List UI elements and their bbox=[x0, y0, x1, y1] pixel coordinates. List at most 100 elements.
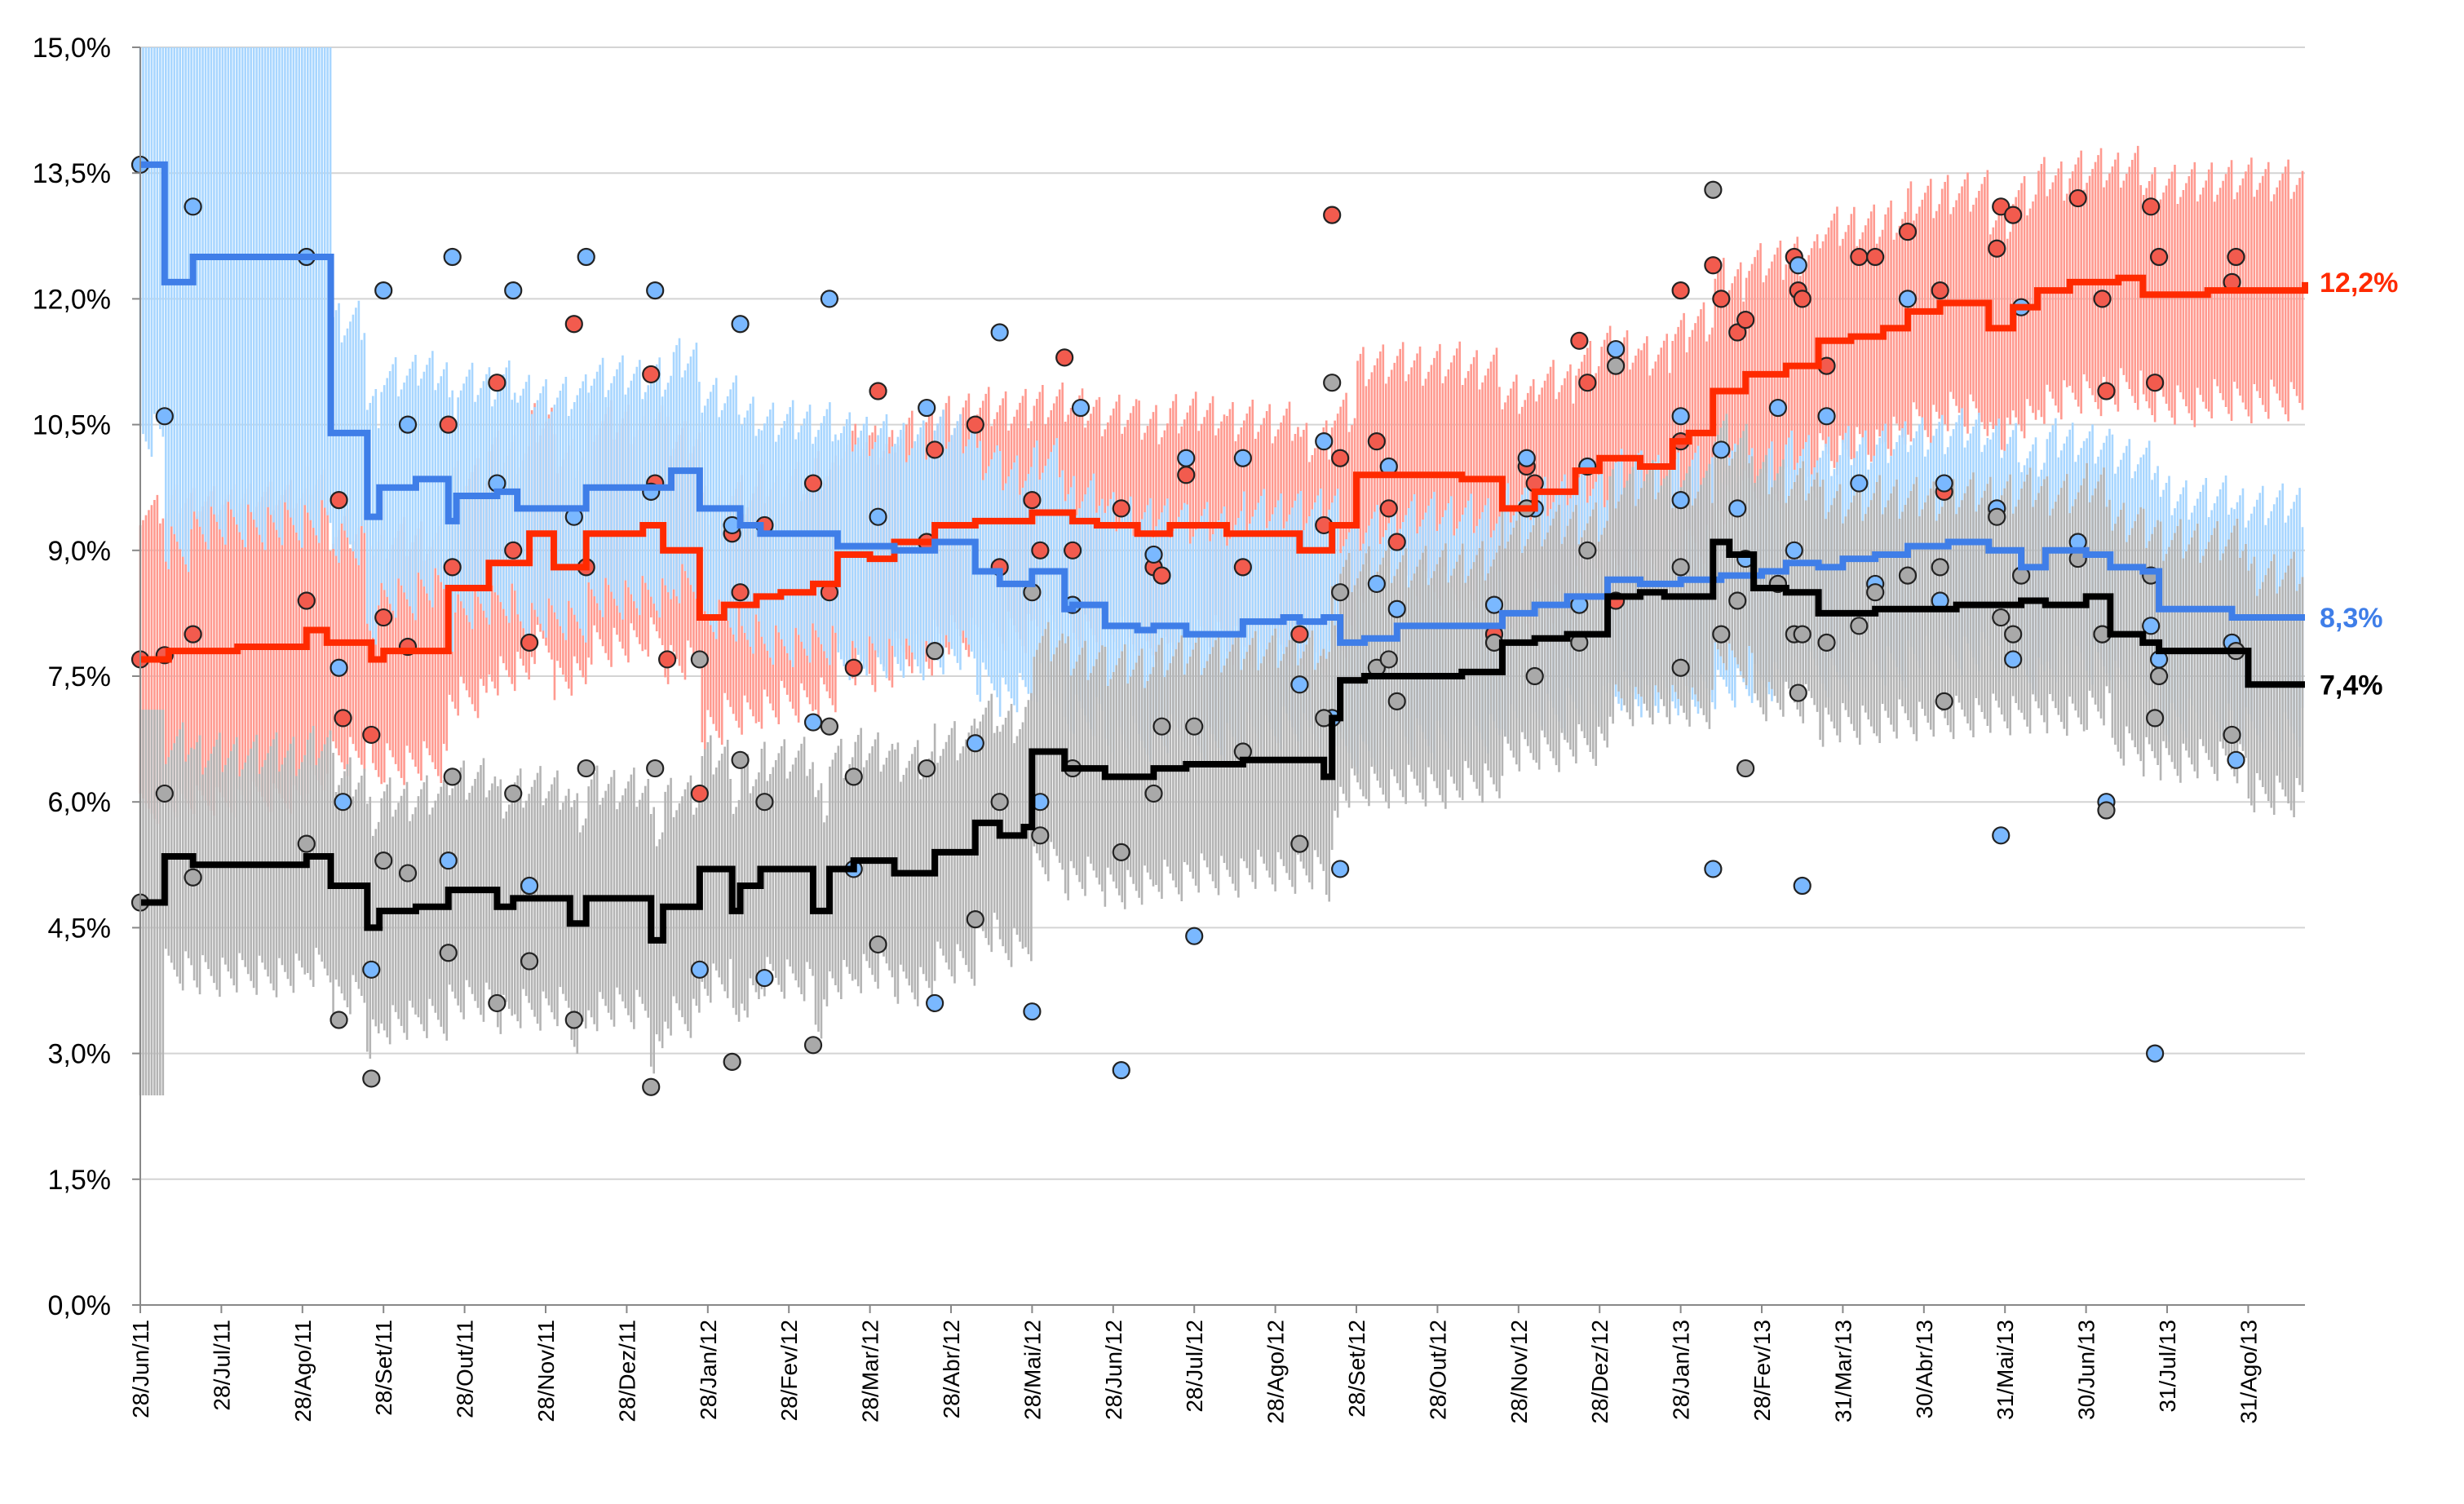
point-black bbox=[966, 910, 984, 929]
x-tick-label: 31/Jul/13 bbox=[2155, 1320, 2180, 1413]
point-red bbox=[1992, 197, 2011, 216]
y-tick-label: 7,5% bbox=[48, 661, 112, 692]
point-black bbox=[926, 642, 944, 661]
point-black bbox=[869, 935, 887, 954]
point-blue bbox=[918, 398, 936, 418]
point-red bbox=[564, 315, 583, 334]
point-red bbox=[1570, 331, 1589, 350]
point-blue bbox=[926, 993, 944, 1013]
point-black bbox=[1992, 608, 2011, 627]
point-red bbox=[1988, 239, 2006, 258]
x-tick-label: 28/Jun/12 bbox=[1101, 1320, 1126, 1420]
point-black bbox=[1935, 692, 1953, 710]
x-tick-label: 31/Mar/13 bbox=[1830, 1320, 1856, 1422]
x-tick-label: 28/Dez/12 bbox=[1587, 1320, 1612, 1424]
point-red bbox=[1793, 290, 1812, 308]
trend-line-black bbox=[140, 538, 2305, 944]
series-end-labels: 12,2% 8,3% 7,4% bbox=[2320, 268, 2398, 701]
point-black bbox=[1793, 625, 1812, 644]
point-black bbox=[918, 759, 936, 778]
point-black bbox=[646, 759, 665, 778]
point-blue bbox=[504, 281, 523, 300]
point-red bbox=[520, 633, 539, 652]
point-red bbox=[297, 591, 316, 610]
point-black bbox=[1290, 834, 1309, 853]
point-red bbox=[1578, 374, 1597, 392]
point-blue bbox=[1290, 675, 1309, 694]
point-black bbox=[1817, 633, 1836, 652]
point-red bbox=[2093, 290, 2112, 308]
point-red bbox=[2097, 382, 2116, 400]
point-black bbox=[1931, 558, 1949, 577]
point-black bbox=[362, 1069, 381, 1088]
point-black bbox=[1578, 541, 1597, 560]
y-tick-label: 15,0% bbox=[33, 33, 111, 64]
point-blue bbox=[990, 323, 1009, 342]
y-tick-label: 0,0% bbox=[48, 1290, 112, 1321]
x-tick-label: 28/Jan/13 bbox=[1669, 1320, 1694, 1420]
point-blue bbox=[1728, 499, 1747, 518]
point-red bbox=[1728, 323, 1747, 342]
point-red bbox=[1177, 466, 1196, 484]
point-black bbox=[2004, 625, 2023, 644]
point-black bbox=[1728, 591, 1747, 610]
point-red bbox=[2068, 188, 2087, 208]
point-red bbox=[334, 709, 352, 728]
point-black bbox=[1671, 658, 1690, 677]
point-blue bbox=[1935, 474, 1953, 493]
point-black bbox=[155, 784, 174, 803]
end-label-blue: 8,3% bbox=[2320, 603, 2383, 634]
point-red bbox=[1387, 533, 1406, 551]
point-black bbox=[1031, 826, 1050, 845]
point-red bbox=[926, 440, 944, 459]
point-blue bbox=[803, 713, 823, 732]
x-tick-label: 28/Nov/11 bbox=[533, 1320, 559, 1422]
x-tick-label: 28/Set/11 bbox=[371, 1320, 396, 1416]
point-black bbox=[443, 767, 462, 786]
point-red bbox=[184, 625, 202, 644]
point-blue bbox=[334, 793, 352, 812]
point-red bbox=[1367, 432, 1386, 451]
point-blue bbox=[1992, 826, 2011, 845]
point-black bbox=[1331, 583, 1350, 602]
point-black bbox=[1379, 650, 1398, 669]
point-red bbox=[1152, 566, 1171, 585]
point-red bbox=[2227, 247, 2245, 267]
point-black bbox=[488, 993, 507, 1013]
point-black bbox=[1144, 784, 1163, 803]
point-black bbox=[520, 952, 539, 971]
point-black bbox=[1850, 617, 1869, 635]
point-blue bbox=[1671, 491, 1690, 510]
point-black bbox=[803, 1036, 823, 1055]
point-blue bbox=[330, 658, 348, 677]
point-blue bbox=[184, 197, 202, 216]
point-red bbox=[844, 658, 863, 677]
point-red bbox=[1290, 625, 1309, 644]
point-black bbox=[1789, 683, 1807, 702]
x-tick-label: 28/Out/11 bbox=[453, 1320, 478, 1418]
end-label-black: 7,4% bbox=[2320, 670, 2383, 701]
point-blue bbox=[646, 281, 665, 300]
point-blue bbox=[1768, 398, 1787, 418]
point-blue bbox=[1112, 1061, 1130, 1080]
point-red bbox=[2142, 197, 2161, 216]
x-tick-label: 28/Fev/12 bbox=[776, 1320, 802, 1422]
point-black bbox=[1152, 717, 1171, 736]
point-black bbox=[2146, 709, 2165, 728]
point-blue bbox=[443, 247, 462, 267]
point-red bbox=[1931, 281, 1949, 300]
point-black bbox=[731, 750, 750, 769]
end-label-red: 12,2% bbox=[2320, 268, 2398, 299]
x-tick-label: 31/Ago/13 bbox=[2236, 1320, 2261, 1424]
point-blue bbox=[1785, 541, 1803, 560]
point-black bbox=[1712, 625, 1731, 644]
point-red bbox=[443, 558, 462, 577]
point-blue bbox=[1367, 574, 1386, 594]
trend-line-red bbox=[140, 274, 2308, 663]
y-tick-label: 4,5% bbox=[48, 913, 112, 944]
point-red bbox=[1323, 206, 1342, 224]
point-blue bbox=[1671, 407, 1690, 426]
x-tick-label: 28/Ago/11 bbox=[290, 1320, 316, 1422]
point-red bbox=[1712, 290, 1731, 308]
